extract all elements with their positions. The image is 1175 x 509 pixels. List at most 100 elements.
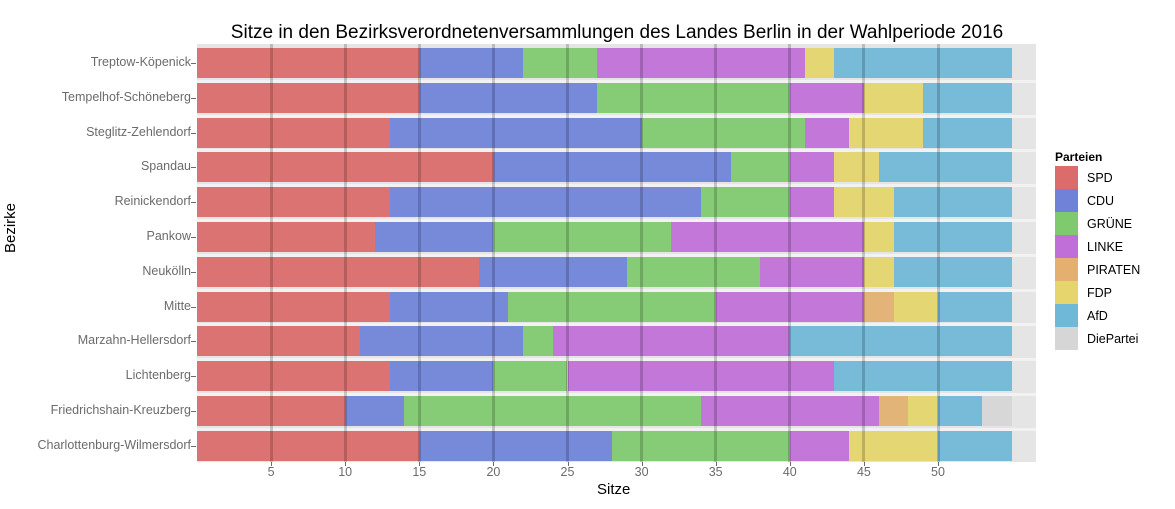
bar-segment-spd[interactable] — [197, 48, 420, 78]
bar-segment-grüne[interactable] — [597, 82, 790, 113]
bar-segment-grüne[interactable] — [626, 256, 761, 287]
bar-segment-piraten[interactable] — [878, 396, 909, 426]
legend-item-fdp[interactable]: FDP — [1055, 281, 1140, 304]
bar-segment-cdu[interactable] — [374, 222, 494, 252]
legend-swatch — [1055, 281, 1078, 304]
grid-line — [862, 44, 866, 462]
x-tick — [271, 462, 273, 466]
row-separator — [197, 358, 1036, 362]
bar-segment-spd[interactable] — [197, 117, 390, 148]
bar-segment-diepartei[interactable] — [982, 396, 1013, 426]
bar-segment-fdp[interactable] — [863, 82, 924, 113]
legend-item-cdu[interactable]: CDU — [1055, 189, 1140, 212]
bar-segment-grüne[interactable] — [493, 222, 672, 252]
bar-segment-grüne[interactable] — [641, 117, 805, 148]
bar-segment-grüne[interactable] — [523, 326, 553, 357]
bar-segment-linke[interactable] — [671, 222, 864, 252]
bar-segment-linke[interactable] — [715, 291, 864, 322]
x-tick — [567, 462, 569, 466]
bar-segment-spd[interactable] — [197, 82, 420, 113]
bar-segment-spd[interactable] — [197, 291, 390, 322]
bar-segment-afd[interactable] — [893, 187, 1013, 218]
bar-segment-spd[interactable] — [197, 396, 346, 426]
bar-segment-cdu[interactable] — [360, 326, 524, 357]
bar-segment-grüne[interactable] — [404, 396, 701, 426]
bar-segment-afd[interactable] — [923, 82, 1013, 113]
x-tick-label: 25 — [560, 465, 575, 479]
bar-segment-linke[interactable] — [804, 117, 850, 148]
bar-segment-spd[interactable] — [197, 430, 420, 461]
legend-item-linke[interactable]: LINKE — [1055, 235, 1140, 258]
row-separator — [197, 253, 1036, 257]
bar-segment-cdu[interactable] — [389, 117, 642, 148]
grid-line — [491, 44, 495, 462]
bar-segment-grüne[interactable] — [493, 361, 568, 392]
y-tick — [191, 341, 196, 343]
bar-segment-grüne[interactable] — [700, 187, 790, 218]
bar-segment-fdp[interactable] — [834, 187, 894, 218]
bar-segment-spd[interactable] — [197, 256, 479, 287]
y-tick-label: Charlottenburg-Wilmersdorf — [37, 437, 191, 452]
bar-segment-spd[interactable] — [197, 152, 494, 183]
bar-segment-spd[interactable] — [197, 222, 375, 252]
bar-segment-grüne[interactable] — [730, 152, 790, 183]
grid-line — [714, 44, 718, 462]
bar-segment-piraten[interactable] — [863, 291, 894, 322]
bar-segment-cdu[interactable] — [419, 82, 598, 113]
bar-segment-spd[interactable] — [197, 326, 361, 357]
bar-segment-linke[interactable] — [789, 152, 835, 183]
legend-item-diepartei[interactable]: DiePartei — [1055, 327, 1140, 350]
bar-segment-fdp[interactable] — [804, 48, 835, 78]
bar-segment-afd[interactable] — [834, 48, 1013, 78]
bar-segment-afd[interactable] — [834, 361, 1013, 392]
x-tick-label: 20 — [486, 465, 501, 479]
bar-segment-afd[interactable] — [938, 291, 1013, 322]
bar-segment-grüne[interactable] — [523, 48, 598, 78]
legend-item-spd[interactable]: SPD — [1055, 166, 1140, 189]
bar-segment-cdu[interactable] — [493, 152, 731, 183]
bar-segment-afd[interactable] — [878, 152, 1013, 183]
y-tick — [191, 411, 196, 412]
bar-segment-afd[interactable] — [938, 430, 1013, 461]
legend-item-afd[interactable]: AfD — [1055, 304, 1140, 327]
bar-segment-afd[interactable] — [938, 396, 983, 426]
bar-segment-cdu[interactable] — [419, 430, 612, 461]
bar-segment-linke[interactable] — [552, 326, 790, 357]
bar-segment-linke[interactable] — [789, 187, 835, 218]
bar-segment-cdu[interactable] — [345, 396, 405, 426]
bar-segment-grüne[interactable] — [611, 430, 790, 461]
bar-segment-afd[interactable] — [789, 326, 1013, 357]
bar-segment-fdp[interactable] — [908, 396, 938, 426]
bar-segment-spd[interactable] — [197, 361, 390, 392]
y-tick-label: Tempelhof-Schöneberg — [61, 89, 191, 104]
bar-segment-grüne[interactable] — [508, 291, 716, 322]
y-tick-label: Reinickendorf — [114, 194, 191, 209]
bar-segment-linke[interactable] — [597, 48, 805, 78]
bar-segment-fdp[interactable] — [863, 256, 894, 287]
bar-segment-linke[interactable] — [760, 256, 864, 287]
bar-segment-linke[interactable] — [567, 361, 835, 392]
bar-segment-cdu[interactable] — [389, 291, 509, 322]
bar-segment-fdp[interactable] — [849, 117, 924, 148]
bar-segment-cdu[interactable] — [478, 256, 627, 287]
bar-segment-cdu[interactable] — [389, 361, 494, 392]
x-tick — [715, 462, 717, 466]
bar-segment-fdp[interactable] — [849, 430, 938, 461]
bar-segment-cdu[interactable] — [389, 187, 701, 218]
bar-segment-fdp[interactable] — [834, 152, 879, 183]
legend-item-grüne[interactable]: GRÜNE — [1055, 212, 1140, 235]
bar-segment-linke[interactable] — [789, 430, 850, 461]
bar-segment-fdp[interactable] — [863, 222, 894, 252]
bar-segment-linke[interactable] — [700, 396, 879, 426]
x-tick-label: 10 — [338, 465, 353, 479]
grid-line — [788, 44, 792, 462]
bar-segment-spd[interactable] — [197, 187, 390, 218]
bar-segment-fdp[interactable] — [893, 291, 938, 322]
bar-segment-cdu[interactable] — [419, 48, 524, 78]
bar-segment-linke[interactable] — [789, 82, 864, 113]
legend: Parteien SPD CDU GRÜNE LINKE PIRATEN FDP AfD Di… — [1055, 150, 1140, 350]
legend-item-piraten[interactable]: PIRATEN — [1055, 258, 1140, 281]
bar-segment-afd[interactable] — [893, 222, 1013, 252]
bar-segment-afd[interactable] — [923, 117, 1013, 148]
bar-segment-afd[interactable] — [893, 256, 1013, 287]
